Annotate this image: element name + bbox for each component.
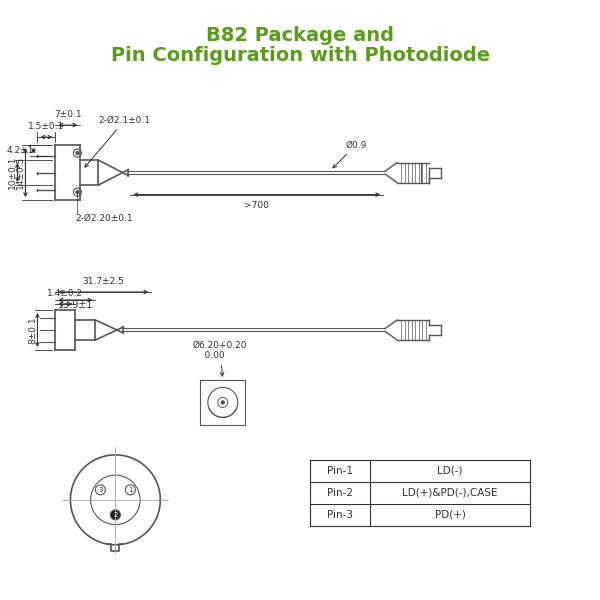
Text: 2-Ø2.20±0.1: 2-Ø2.20±0.1: [76, 214, 133, 223]
Text: LD(-): LD(-): [437, 466, 463, 476]
Text: 2: 2: [113, 512, 118, 518]
Circle shape: [76, 191, 79, 194]
Circle shape: [221, 401, 224, 404]
Text: 8±0.1: 8±0.1: [28, 316, 37, 344]
Circle shape: [76, 152, 79, 155]
Text: 31.7±2.5: 31.7±2.5: [82, 277, 124, 286]
Text: >700: >700: [244, 200, 269, 209]
Text: 4.2±1: 4.2±1: [6, 146, 34, 155]
Text: Pin Configuration with Photodiode: Pin Configuration with Photodiode: [110, 46, 490, 65]
Text: 1: 1: [128, 487, 133, 493]
Text: B82 Package and: B82 Package and: [206, 26, 394, 45]
Text: Ø6.20+0.20
    0.00: Ø6.20+0.20 0.00: [193, 341, 247, 376]
Text: LD(+)&PD(-),CASE: LD(+)&PD(-),CASE: [403, 488, 498, 498]
Text: 2-Ø2.1±0.1: 2-Ø2.1±0.1: [85, 116, 151, 167]
Text: Pin-3: Pin-3: [327, 510, 353, 520]
Text: 3: 3: [98, 487, 103, 493]
Text: PD(+): PD(+): [434, 510, 466, 520]
Text: Ø0.9: Ø0.9: [333, 140, 367, 168]
Circle shape: [110, 510, 121, 520]
Text: 14±0.5: 14±0.5: [16, 156, 25, 189]
Text: 7±0.1: 7±0.1: [54, 110, 82, 119]
Bar: [200, 380, 245, 425]
Text: 1.5±0.1: 1.5±0.1: [28, 122, 65, 131]
Text: 10±0.1: 10±0.1: [8, 156, 17, 189]
Text: Pin-1: Pin-1: [327, 466, 353, 476]
Text: 13.9±1: 13.9±1: [58, 300, 93, 310]
Text: 1.4±0.2: 1.4±0.2: [47, 289, 83, 298]
Text: Pin-2: Pin-2: [327, 488, 353, 498]
